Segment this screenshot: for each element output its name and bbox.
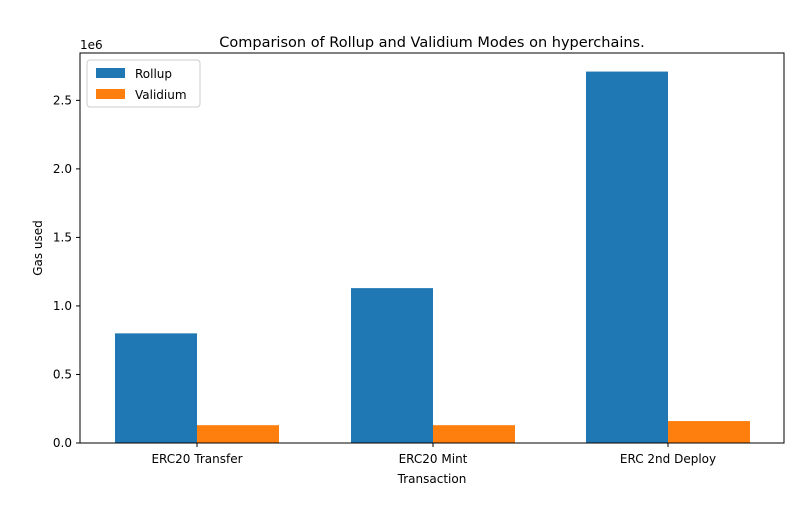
legend-label-validium: Validium — [135, 88, 187, 102]
y-tick-label: 0.0 — [53, 436, 72, 450]
bar-rollup-1 — [115, 333, 197, 443]
legend-swatch-rollup — [96, 68, 125, 78]
y-axis-ticks: 0.0 0.5 1.0 1.5 2.0 2.5 — [53, 93, 80, 450]
x-tick-label: ERC20 Transfer — [151, 452, 242, 466]
bars-group — [115, 71, 750, 444]
x-tick-label: ERC 2nd Deploy — [620, 452, 716, 466]
legend-label-rollup: Rollup — [135, 67, 172, 81]
chart-title: Comparison of Rollup and Validium Modes … — [219, 35, 644, 51]
bar-validium-1 — [197, 425, 279, 443]
legend: Rollup Validium — [86, 59, 201, 108]
y-tick-label: 1.0 — [53, 299, 72, 313]
y-tick-label: 2.5 — [53, 93, 72, 107]
legend-swatch-validium — [96, 89, 125, 99]
y-tick-label: 0.5 — [53, 367, 72, 381]
bar-validium-3 — [668, 421, 750, 443]
y-axis-label: Gas used — [31, 220, 45, 276]
x-tick-label: ERC20 Mint — [399, 452, 468, 466]
bar-rollup-3 — [586, 71, 668, 444]
bar-rollup-2 — [351, 288, 433, 443]
y-tick-label: 1.5 — [53, 230, 72, 244]
bar-validium-2 — [433, 425, 515, 443]
x-axis-label: Transaction — [397, 472, 467, 486]
y-tick-label: 2.0 — [53, 162, 72, 176]
y-offset-label: 1e6 — [80, 38, 103, 52]
plot-frame — [79, 52, 785, 444]
x-axis-ticks: ERC20 Transfer ERC20 Mint ERC 2nd Deploy — [151, 443, 716, 466]
